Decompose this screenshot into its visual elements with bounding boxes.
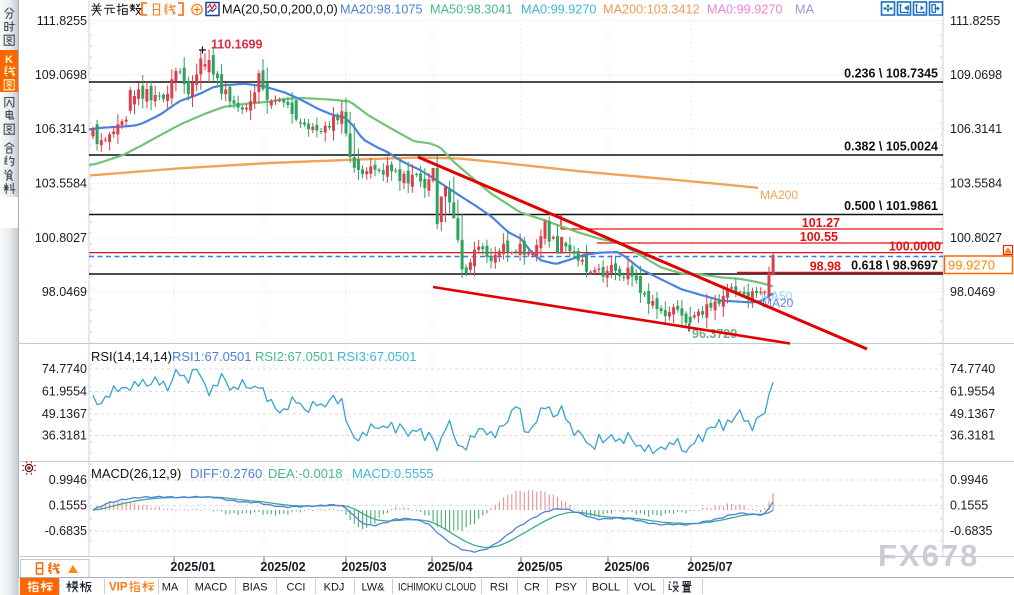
svg-text:74.7740: 74.7740 bbox=[950, 362, 995, 376]
svg-text:111.8255: 111.8255 bbox=[37, 14, 87, 28]
svg-text:98.98: 98.98 bbox=[810, 260, 841, 274]
svg-text:36.3181: 36.3181 bbox=[42, 429, 87, 443]
svg-text:KDJ: KDJ bbox=[324, 582, 345, 594]
svg-text:2025/01: 2025/01 bbox=[170, 560, 215, 574]
svg-text:0.382 \ 105.0024: 0.382 \ 105.0024 bbox=[844, 140, 938, 154]
svg-text:2025/03: 2025/03 bbox=[341, 560, 386, 574]
svg-text:RSI: RSI bbox=[490, 582, 508, 594]
svg-text:MA: MA bbox=[162, 582, 179, 594]
svg-text:FX678: FX678 bbox=[878, 538, 979, 573]
svg-text:109.0698: 109.0698 bbox=[950, 68, 1002, 82]
svg-text:49.1367: 49.1367 bbox=[950, 407, 995, 421]
svg-text:100.8027: 100.8027 bbox=[35, 231, 87, 245]
svg-text:0.618 \ 98.9697: 0.618 \ 98.9697 bbox=[851, 259, 938, 273]
svg-text:-0.6835: -0.6835 bbox=[950, 524, 992, 538]
svg-text:0.1555: 0.1555 bbox=[950, 499, 988, 513]
svg-text:100.0000: 100.0000 bbox=[889, 240, 941, 254]
svg-text:2025/02: 2025/02 bbox=[260, 560, 305, 574]
svg-text:98.0469: 98.0469 bbox=[42, 285, 87, 299]
svg-text:-0.6835: -0.6835 bbox=[45, 524, 87, 538]
svg-text:MACD(26,12,9): MACD(26,12,9) bbox=[91, 466, 181, 481]
svg-text:2025/06: 2025/06 bbox=[604, 560, 649, 574]
svg-text:RSI(14,14,14): RSI(14,14,14) bbox=[91, 349, 172, 364]
svg-text:2025/07: 2025/07 bbox=[687, 560, 732, 574]
svg-text:103.5584: 103.5584 bbox=[35, 177, 87, 191]
svg-text:VOL: VOL bbox=[634, 582, 656, 594]
svg-text:111.8255: 111.8255 bbox=[950, 14, 1000, 28]
svg-text:MA200: MA200 bbox=[760, 188, 798, 202]
svg-text:74.7740: 74.7740 bbox=[42, 362, 87, 376]
svg-text:RSI3:67.0501: RSI3:67.0501 bbox=[337, 349, 417, 364]
svg-text:MA0:99.9270: MA0:99.9270 bbox=[707, 3, 782, 17]
svg-text:PSY: PSY bbox=[555, 582, 578, 594]
svg-text:98.0469: 98.0469 bbox=[950, 285, 995, 299]
svg-text:MACD: MACD bbox=[195, 582, 227, 594]
svg-text:LW&: LW& bbox=[361, 582, 385, 594]
svg-text:0.236 \ 108.7345: 0.236 \ 108.7345 bbox=[844, 67, 938, 81]
svg-text:DEA:-0.0018: DEA:-0.0018 bbox=[268, 466, 342, 481]
svg-text:61.9554: 61.9554 bbox=[950, 385, 995, 399]
svg-text:103.5584: 103.5584 bbox=[950, 177, 1002, 191]
svg-text:2025/05: 2025/05 bbox=[517, 560, 562, 574]
svg-text:36.3181: 36.3181 bbox=[950, 429, 995, 443]
svg-text:MA20: MA20 bbox=[762, 296, 794, 310]
svg-text:CCI: CCI bbox=[287, 582, 306, 594]
svg-text:MA50:98.3041: MA50:98.3041 bbox=[430, 3, 513, 17]
svg-text:0.500 \ 101.9861: 0.500 \ 101.9861 bbox=[844, 199, 938, 213]
svg-text:CR: CR bbox=[524, 582, 540, 594]
svg-text:100.55: 100.55 bbox=[800, 230, 838, 244]
svg-text:K: K bbox=[5, 54, 13, 66]
svg-text:106.3141: 106.3141 bbox=[35, 122, 87, 136]
svg-text:MA0:99.9270: MA0:99.9270 bbox=[521, 3, 596, 17]
svg-text:DIFF:0.2760: DIFF:0.2760 bbox=[190, 466, 262, 481]
svg-text:MA(20,50,0,200,0,0): MA(20,50,0,200,0,0) bbox=[222, 3, 338, 17]
svg-text:RSI2:67.0501: RSI2:67.0501 bbox=[255, 349, 335, 364]
svg-text:109.0698: 109.0698 bbox=[35, 68, 87, 82]
svg-text:106.3141: 106.3141 bbox=[950, 122, 1002, 136]
svg-text:MACD:0.5555: MACD:0.5555 bbox=[352, 466, 434, 481]
svg-text:101.27: 101.27 bbox=[802, 216, 840, 230]
svg-text:100.8027: 100.8027 bbox=[950, 231, 1002, 245]
svg-text:ICHIMOKU CLOUD: ICHIMOKU CLOUD bbox=[398, 582, 476, 594]
svg-text:BOLL: BOLL bbox=[592, 582, 620, 594]
svg-text:110.1699: 110.1699 bbox=[211, 38, 262, 52]
svg-text:49.1367: 49.1367 bbox=[42, 407, 87, 421]
svg-text:RSI1:67.0501: RSI1:67.0501 bbox=[172, 349, 252, 364]
svg-text:BIAS: BIAS bbox=[242, 582, 267, 594]
svg-text:61.9554: 61.9554 bbox=[42, 385, 87, 399]
svg-text:0.1555: 0.1555 bbox=[49, 499, 87, 513]
svg-text:0.9946: 0.9946 bbox=[950, 473, 988, 487]
svg-text:MA20:98.1075: MA20:98.1075 bbox=[340, 3, 423, 17]
svg-text:MA: MA bbox=[795, 3, 815, 17]
svg-text:MA200:103.3412: MA200:103.3412 bbox=[603, 3, 700, 17]
svg-text:VIP: VIP bbox=[109, 582, 128, 594]
svg-text:2025/04: 2025/04 bbox=[427, 560, 472, 574]
svg-text:0.9946: 0.9946 bbox=[49, 473, 87, 487]
svg-text:99.9270: 99.9270 bbox=[948, 258, 995, 273]
